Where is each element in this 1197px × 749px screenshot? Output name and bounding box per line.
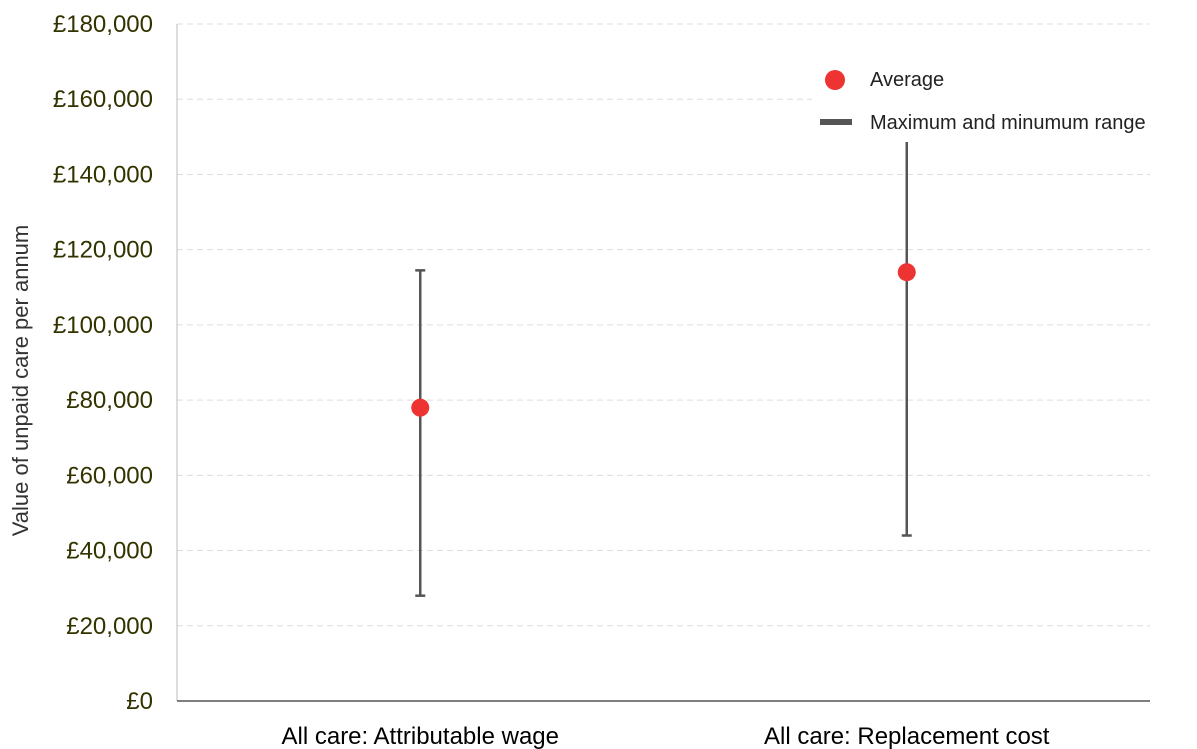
y-tick-labels: £0 £20,000 £40,000 £60,000 £80,000 £100,000 £1… xyxy=(53,11,153,715)
y-tick-label: £120,000 xyxy=(53,237,153,264)
x-tick-label: All care: Replacement cost xyxy=(764,723,1050,749)
legend-range-label: Maximum and minumum range xyxy=(870,112,1146,134)
x-tick-labels: All care: Attributable wage All care: Rep… xyxy=(282,723,1050,749)
y-tick-label: £100,000 xyxy=(53,312,153,339)
y-tick-label: £180,000 xyxy=(53,11,153,38)
range-bars xyxy=(415,139,912,597)
legend-average-marker xyxy=(825,70,845,90)
y-tick-label: £20,000 xyxy=(66,613,153,640)
y-tick-label: £140,000 xyxy=(53,161,153,188)
legend-background xyxy=(812,58,1197,142)
y-tick-label: £160,000 xyxy=(53,86,153,113)
y-tick-label: £80,000 xyxy=(66,387,153,414)
average-point xyxy=(897,263,916,282)
y-tick-label: £0 xyxy=(126,688,153,715)
axes xyxy=(176,24,1150,702)
legend: Average Maximum and minumum range xyxy=(812,58,1197,142)
average-points xyxy=(411,263,916,417)
average-point xyxy=(411,398,430,417)
y-tick-label: £60,000 xyxy=(66,462,153,489)
legend-average-label: Average xyxy=(870,69,944,91)
legend-range-marker xyxy=(820,119,852,125)
y-tick-label: £40,000 xyxy=(66,538,153,565)
x-tick-label: All care: Attributable wage xyxy=(282,723,560,749)
y-axis-label: Value of unpaid care per annum xyxy=(8,225,33,536)
